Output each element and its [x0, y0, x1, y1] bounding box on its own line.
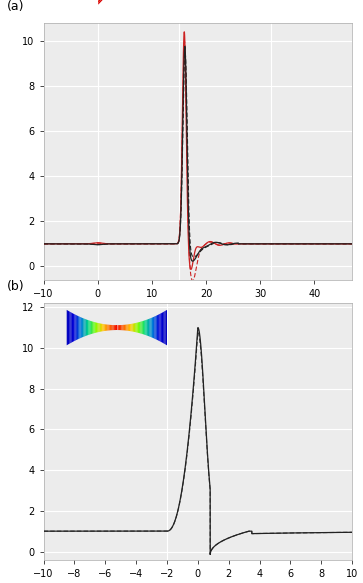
Polygon shape [97, 323, 98, 332]
Polygon shape [164, 311, 166, 345]
Polygon shape [88, 320, 90, 335]
Polygon shape [158, 314, 159, 341]
Polygon shape [118, 325, 119, 330]
Polygon shape [138, 322, 139, 333]
Polygon shape [121, 325, 123, 330]
Polygon shape [82, 318, 83, 338]
Polygon shape [133, 324, 134, 332]
Polygon shape [103, 324, 105, 331]
Polygon shape [92, 321, 93, 333]
Polygon shape [91, 321, 92, 334]
Polygon shape [134, 323, 135, 332]
Polygon shape [101, 324, 102, 332]
Polygon shape [119, 325, 120, 330]
Polygon shape [153, 317, 154, 339]
Polygon shape [72, 313, 73, 342]
Polygon shape [87, 319, 88, 335]
Polygon shape [135, 323, 136, 332]
Polygon shape [140, 321, 142, 333]
Polygon shape [136, 322, 138, 333]
Polygon shape [124, 325, 125, 331]
Polygon shape [154, 316, 156, 339]
Polygon shape [69, 311, 70, 344]
Text: (b): (b) [7, 280, 24, 293]
Polygon shape [131, 324, 133, 332]
Polygon shape [143, 321, 144, 335]
Polygon shape [163, 311, 164, 344]
Polygon shape [95, 322, 96, 333]
Polygon shape [77, 315, 78, 340]
Polygon shape [83, 318, 85, 337]
Polygon shape [129, 324, 130, 331]
Polygon shape [161, 313, 162, 342]
Polygon shape [79, 317, 81, 339]
Polygon shape [74, 314, 76, 341]
Polygon shape [111, 325, 113, 330]
Polygon shape [156, 315, 157, 340]
Polygon shape [142, 321, 143, 334]
Polygon shape [114, 325, 115, 330]
Polygon shape [157, 315, 158, 340]
Polygon shape [139, 322, 140, 333]
Polygon shape [120, 325, 121, 330]
Polygon shape [81, 317, 82, 338]
Polygon shape [106, 325, 107, 331]
Polygon shape [113, 325, 114, 330]
Polygon shape [162, 312, 163, 343]
Polygon shape [116, 325, 118, 330]
Polygon shape [67, 310, 68, 345]
Polygon shape [85, 319, 86, 336]
Polygon shape [107, 325, 109, 331]
Polygon shape [123, 325, 124, 331]
Polygon shape [76, 315, 77, 340]
Polygon shape [152, 317, 153, 338]
Polygon shape [146, 319, 147, 335]
Polygon shape [159, 314, 161, 342]
Polygon shape [86, 319, 87, 336]
Polygon shape [102, 324, 103, 331]
Polygon shape [73, 314, 74, 342]
Polygon shape [126, 325, 128, 331]
Polygon shape [166, 310, 167, 345]
Text: (a): (a) [7, 0, 24, 13]
Polygon shape [147, 319, 148, 336]
Polygon shape [110, 325, 111, 331]
Polygon shape [125, 325, 126, 331]
Polygon shape [96, 322, 97, 333]
Polygon shape [93, 322, 95, 333]
Polygon shape [90, 321, 91, 335]
Polygon shape [98, 0, 105, 3]
Polygon shape [151, 318, 152, 338]
Polygon shape [98, 0, 105, 1]
Polygon shape [98, 0, 105, 5]
Polygon shape [68, 311, 69, 345]
Polygon shape [98, 323, 100, 332]
Polygon shape [148, 319, 149, 336]
Polygon shape [78, 316, 79, 339]
Polygon shape [115, 325, 116, 330]
Polygon shape [70, 312, 72, 343]
Polygon shape [144, 320, 146, 335]
Polygon shape [109, 325, 110, 331]
Polygon shape [130, 324, 131, 331]
Polygon shape [149, 318, 151, 337]
Polygon shape [128, 324, 129, 331]
Polygon shape [105, 324, 106, 331]
Polygon shape [100, 324, 101, 332]
